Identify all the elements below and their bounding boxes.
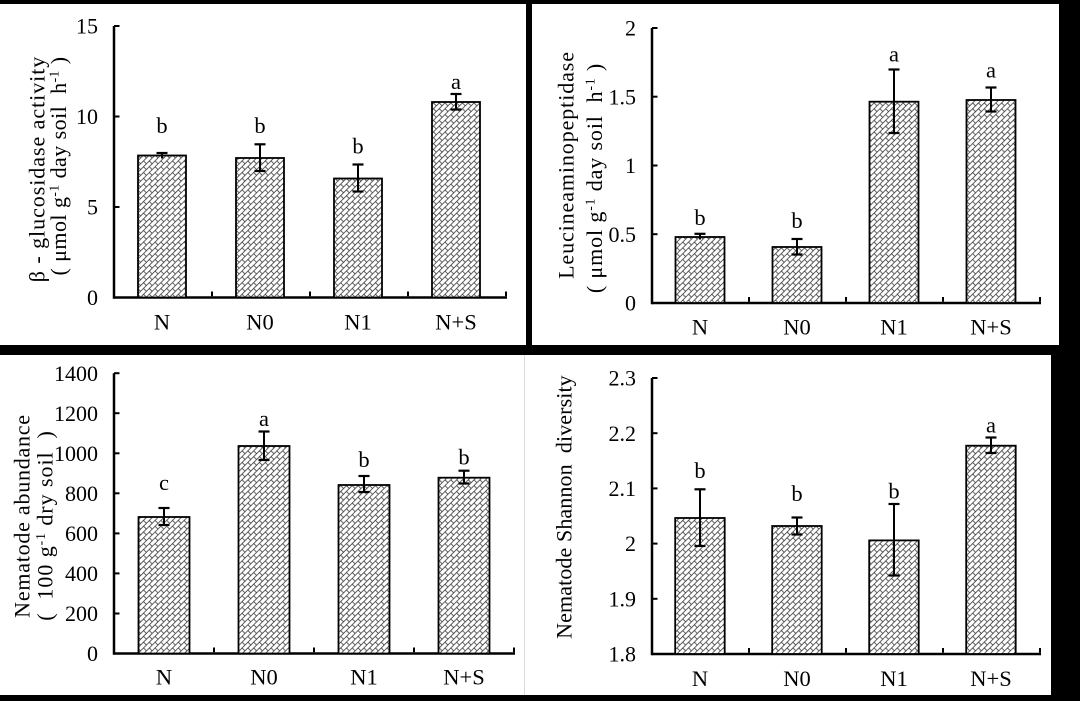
svg-text:1.5: 1.5 [609, 84, 637, 109]
svg-text:2.3: 2.3 [609, 366, 637, 391]
svg-text:Leucineaminopeptidase: Leucineaminopeptidase [554, 51, 579, 279]
svg-text:N+S: N+S [435, 310, 476, 335]
svg-text:1200: 1200 [54, 401, 98, 426]
svg-text:2.1: 2.1 [609, 476, 637, 501]
svg-text:b: b [791, 481, 802, 506]
svg-text:a: a [259, 406, 269, 431]
svg-text:b: b [694, 458, 705, 483]
svg-text:800: 800 [65, 481, 98, 506]
svg-text:N0: N0 [250, 665, 278, 690]
svg-text:b: b [791, 208, 802, 233]
svg-text:600: 600 [65, 521, 98, 546]
svg-text:N0: N0 [246, 310, 274, 335]
svg-text:0: 0 [87, 285, 98, 310]
svg-text:1: 1 [625, 153, 636, 178]
svg-text:N+S: N+S [443, 665, 484, 690]
svg-text:N: N [154, 310, 170, 335]
svg-text:a: a [889, 41, 899, 66]
svg-text:0.5: 0.5 [609, 222, 637, 247]
svg-text:Nematode Shannon diversity: Nematode Shannon diversity [552, 375, 577, 639]
svg-text:N1: N1 [350, 665, 378, 690]
svg-text:2: 2 [625, 531, 636, 556]
svg-text:N0: N0 [783, 666, 811, 691]
svg-text:2: 2 [625, 16, 636, 41]
svg-text:b: b [358, 447, 369, 472]
svg-text:N1: N1 [880, 315, 908, 340]
svg-text:c: c [159, 470, 169, 495]
svg-text:b: b [254, 113, 265, 138]
svg-text:( μmol g-1​ day soil h-1​ ): ( μmol g-1​ day soil h-1​ ) [582, 63, 607, 293]
svg-text:β - glucosidase activity: β - glucosidase activity [25, 56, 50, 282]
svg-text:2.2: 2.2 [609, 421, 637, 446]
svg-text:1.8: 1.8 [609, 642, 637, 667]
svg-text:b: b [156, 113, 167, 138]
svg-text:1.9: 1.9 [609, 586, 637, 611]
svg-text:1400: 1400 [54, 361, 98, 386]
svg-text:0: 0 [87, 641, 98, 666]
svg-text:5: 5 [87, 195, 98, 220]
svg-text:N: N [692, 315, 708, 340]
svg-text:200: 200 [65, 601, 98, 626]
svg-text:( 100 g-1​ dry soil ): ( 100 g-1​ dry soil ) [33, 430, 58, 621]
svg-text:a: a [986, 413, 996, 438]
svg-text:N1: N1 [880, 666, 908, 691]
svg-text:N+S: N+S [970, 315, 1011, 340]
svg-text:15: 15 [76, 14, 98, 39]
svg-text:b: b [352, 134, 363, 159]
svg-text:400: 400 [65, 561, 98, 586]
svg-text:b: b [694, 205, 705, 230]
svg-text:Nematode abundance: Nematode abundance [10, 414, 35, 618]
svg-text:N+S: N+S [970, 666, 1011, 691]
svg-text:b: b [888, 479, 899, 504]
svg-text:N1: N1 [344, 310, 372, 335]
svg-text:10: 10 [76, 104, 98, 129]
svg-text:0: 0 [625, 291, 636, 316]
svg-text:a: a [986, 57, 996, 82]
svg-text:a: a [451, 69, 461, 94]
svg-text:1000: 1000 [54, 441, 98, 466]
svg-text:b: b [458, 445, 469, 470]
svg-text:N: N [156, 665, 172, 690]
svg-text:N: N [692, 666, 708, 691]
svg-text:N0: N0 [783, 315, 811, 340]
svg-text:( μmol g-1​ day soil h-1​ ): ( μmol g-1​ day soil h-1​ ) [46, 56, 71, 275]
